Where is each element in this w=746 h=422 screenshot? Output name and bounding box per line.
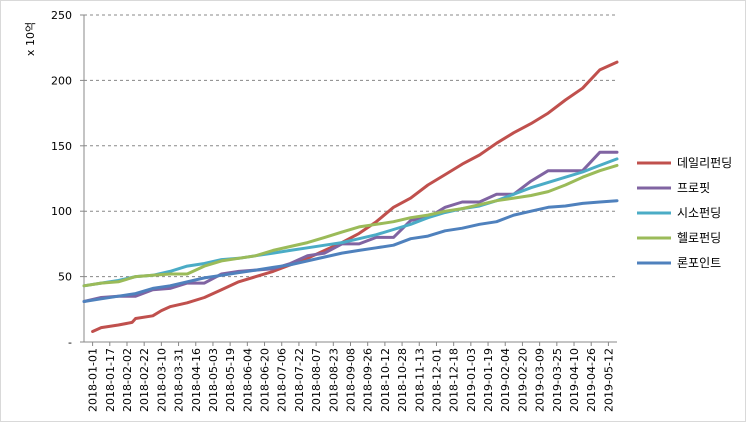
x-tick-label: 2018-10-12 bbox=[379, 348, 392, 412]
x-tick-label: 2018-06-20 bbox=[259, 348, 272, 412]
legend-entry: 론포인트 bbox=[677, 256, 721, 270]
x-tick-label: 2018-04-16 bbox=[190, 348, 203, 412]
x-tick-label: 2018-02-22 bbox=[138, 348, 151, 412]
y-tick-label: 150 bbox=[51, 140, 72, 153]
x-tick-label: 2019-02-20 bbox=[516, 348, 529, 412]
y-axis-label: x 10억 bbox=[24, 22, 37, 56]
x-tick-label: 2018-10-28 bbox=[396, 348, 409, 412]
x-tick-label: 2019-01-19 bbox=[482, 348, 495, 412]
series-line-5 bbox=[82, 199, 619, 303]
y-tick-label: - bbox=[68, 336, 72, 349]
x-axis-ticks: 2018-01-01 2018-01-17 2018-02-02 2018-02-22… bbox=[87, 342, 615, 412]
y-tick-label: 100 bbox=[51, 205, 72, 218]
x-tick-label: 2019-03-25 bbox=[551, 348, 564, 412]
x-tick-label: 2018-05-19 bbox=[224, 348, 237, 412]
x-tick-label: 2018-05-03 bbox=[207, 348, 220, 412]
legend-entry: 데일리펀딩 bbox=[677, 156, 732, 170]
x-tick-label: 2018-12-18 bbox=[448, 348, 461, 412]
y-tick-label: 250 bbox=[51, 9, 72, 22]
x-tick-label: 2019-01-03 bbox=[465, 348, 478, 412]
x-tick-label: 2018-06-04 bbox=[241, 348, 254, 412]
legend-entry: 프로핏 bbox=[677, 181, 710, 195]
x-tick-label: 2019-02-04 bbox=[499, 348, 512, 412]
x-tick-label: 2018-08-07 bbox=[310, 348, 323, 412]
x-tick-label: 2018-07-22 bbox=[293, 348, 306, 412]
x-tick-label: 2018-09-26 bbox=[362, 348, 375, 412]
x-tick-label: 2018-07-06 bbox=[276, 348, 289, 412]
x-tick-label: 2019-05-12 bbox=[602, 348, 615, 412]
series-line-1 bbox=[91, 60, 619, 333]
x-tick-label: 2018-12-01 bbox=[430, 348, 443, 412]
x-tick-label: 2019-04-10 bbox=[568, 348, 581, 412]
x-tick-label: 2018-01-17 bbox=[104, 348, 117, 412]
y-axis-ticks: - 50 100 150 200 250 bbox=[51, 9, 84, 349]
legend-entry: 헬로펀딩 bbox=[677, 231, 721, 245]
x-tick-label: 2018-03-31 bbox=[173, 348, 186, 412]
x-tick-label: 2018-08-23 bbox=[327, 348, 340, 412]
x-tick-label: 2018-02-02 bbox=[121, 348, 134, 412]
series-line-3 bbox=[82, 157, 619, 288]
series-line-2 bbox=[82, 150, 619, 303]
legend-entry: 시소펀딩 bbox=[677, 206, 721, 220]
x-tick-label: 2018-11-13 bbox=[413, 348, 426, 412]
y-tick-label: 50 bbox=[58, 271, 72, 284]
x-tick-label: 2019-03-09 bbox=[534, 348, 547, 412]
x-tick-label: 2018-01-01 bbox=[87, 348, 100, 412]
x-tick-label: 2019-04-26 bbox=[585, 348, 598, 412]
y-tick-label: 200 bbox=[51, 74, 72, 87]
x-tick-label: 2018-09-08 bbox=[345, 348, 358, 412]
series-line-4 bbox=[82, 163, 619, 288]
x-tick-label: 2018-03-10 bbox=[155, 348, 168, 412]
series-lines bbox=[82, 60, 619, 333]
